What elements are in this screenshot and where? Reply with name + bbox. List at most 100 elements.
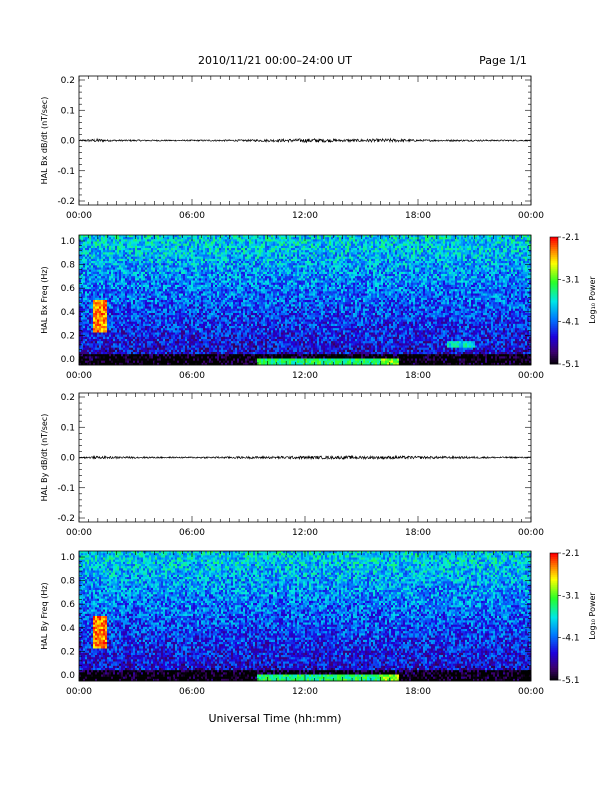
heatmap-cell xyxy=(133,235,136,238)
heatmap-cell xyxy=(325,252,328,255)
heatmap-cell xyxy=(227,276,230,279)
heatmap-cell xyxy=(463,261,466,264)
heatmap-cell xyxy=(389,248,392,251)
heatmap-cell xyxy=(183,241,186,244)
heatmap-cell xyxy=(417,248,420,251)
heatmap-cell xyxy=(209,256,212,260)
heatmap-cell xyxy=(263,254,266,257)
heatmap-cell xyxy=(217,241,220,244)
heatmap-cell xyxy=(175,280,178,283)
heatmap-cell xyxy=(263,239,266,242)
heatmap-cell xyxy=(513,243,516,247)
heatmap-cell xyxy=(399,252,402,255)
heatmap-cell xyxy=(519,245,522,249)
heatmap-cell xyxy=(327,261,330,264)
heatmap-cell xyxy=(315,245,318,249)
heatmap-cell xyxy=(439,261,442,264)
heatmap-cell xyxy=(185,248,188,251)
heatmap-cell xyxy=(199,269,202,273)
heatmap-cell xyxy=(333,256,336,260)
heatmap-cell xyxy=(95,241,98,244)
heatmap-cell xyxy=(391,265,394,268)
heatmap-cell xyxy=(195,256,198,260)
heatmap-cell xyxy=(425,243,428,247)
heatmap-cell xyxy=(473,261,476,264)
heatmap-cell xyxy=(363,235,366,238)
heatmap-cell xyxy=(463,271,466,275)
heatmap-cell xyxy=(451,252,454,255)
heatmap-cell xyxy=(255,245,258,249)
heatmap-cell xyxy=(163,235,166,238)
heatmap-cell xyxy=(259,274,262,277)
heatmap-cell xyxy=(187,274,190,277)
heatmap-cell xyxy=(185,267,188,270)
heatmap-cell xyxy=(471,248,474,251)
heatmap-cell xyxy=(303,254,306,257)
heatmap-cell xyxy=(397,278,400,281)
heatmap-cell xyxy=(201,235,204,238)
heatmap-cell xyxy=(169,239,172,242)
heatmap-cell xyxy=(301,243,304,247)
heatmap-cell xyxy=(415,235,418,238)
heatmap-cell xyxy=(397,237,400,240)
heatmap-cell xyxy=(425,248,428,251)
heatmap-cell xyxy=(235,237,238,240)
heatmap-cell xyxy=(303,241,306,244)
heatmap-cell xyxy=(99,258,102,262)
heatmap-cell xyxy=(213,235,216,238)
heatmap-cell xyxy=(319,265,322,268)
heatmap-cell xyxy=(459,261,462,264)
heatmap-cell xyxy=(157,237,160,240)
heatmap-cell xyxy=(117,274,120,277)
heatmap-cell xyxy=(283,263,286,266)
heatmap-cell xyxy=(343,256,346,260)
heatmap-cell xyxy=(413,254,416,257)
heatmap-cell xyxy=(395,256,398,260)
heatmap-cell xyxy=(201,254,204,257)
heatmap-cell xyxy=(477,245,480,249)
heatmap-cell xyxy=(281,252,284,255)
heatmap-cell xyxy=(455,256,458,260)
heatmap-cell xyxy=(237,252,240,255)
heatmap-cell xyxy=(303,239,306,242)
heatmap-cell xyxy=(437,237,440,240)
heatmap-cell xyxy=(271,252,274,255)
heatmap-cell xyxy=(355,261,358,264)
heatmap-cell xyxy=(429,237,432,240)
heatmap-cell xyxy=(109,239,112,242)
heatmap-cell xyxy=(145,250,148,253)
heatmap-cell xyxy=(225,250,228,253)
heatmap-cell xyxy=(151,271,154,275)
heatmap-cell xyxy=(209,280,212,283)
heatmap-cell xyxy=(235,248,238,251)
heatmap-cell xyxy=(457,258,460,262)
heatmap-cell xyxy=(231,278,234,281)
heatmap-cell xyxy=(105,261,108,264)
heatmap-cell xyxy=(387,276,390,279)
heatmap-cell xyxy=(197,250,200,253)
heatmap-cell xyxy=(455,269,458,273)
heatmap-cell xyxy=(201,241,204,244)
heatmap-cell xyxy=(89,258,92,262)
heatmap-cell xyxy=(117,276,120,279)
heatmap-cell xyxy=(461,265,464,268)
heatmap-cell xyxy=(93,252,96,255)
heatmap-cell xyxy=(375,269,378,273)
heatmap-cell xyxy=(519,278,522,281)
heatmap-cell xyxy=(211,241,214,244)
heatmap-cell xyxy=(305,248,308,251)
heatmap-cell xyxy=(419,271,422,275)
heatmap-cell xyxy=(139,258,142,262)
heatmap-cell xyxy=(315,276,318,279)
heatmap-cell xyxy=(91,263,94,266)
heatmap-cell xyxy=(369,243,372,247)
heatmap-cell xyxy=(447,278,450,281)
heatmap-cell xyxy=(253,235,256,238)
figure-title: 2010/11/21 00:00–24:00 UT xyxy=(198,54,352,67)
heatmap-cell xyxy=(111,269,114,273)
heatmap-cell xyxy=(405,276,408,279)
heatmap-cell xyxy=(469,276,472,279)
heatmap-cell xyxy=(171,254,174,257)
heatmap-cell xyxy=(147,241,150,244)
heatmap-cell xyxy=(529,252,532,255)
